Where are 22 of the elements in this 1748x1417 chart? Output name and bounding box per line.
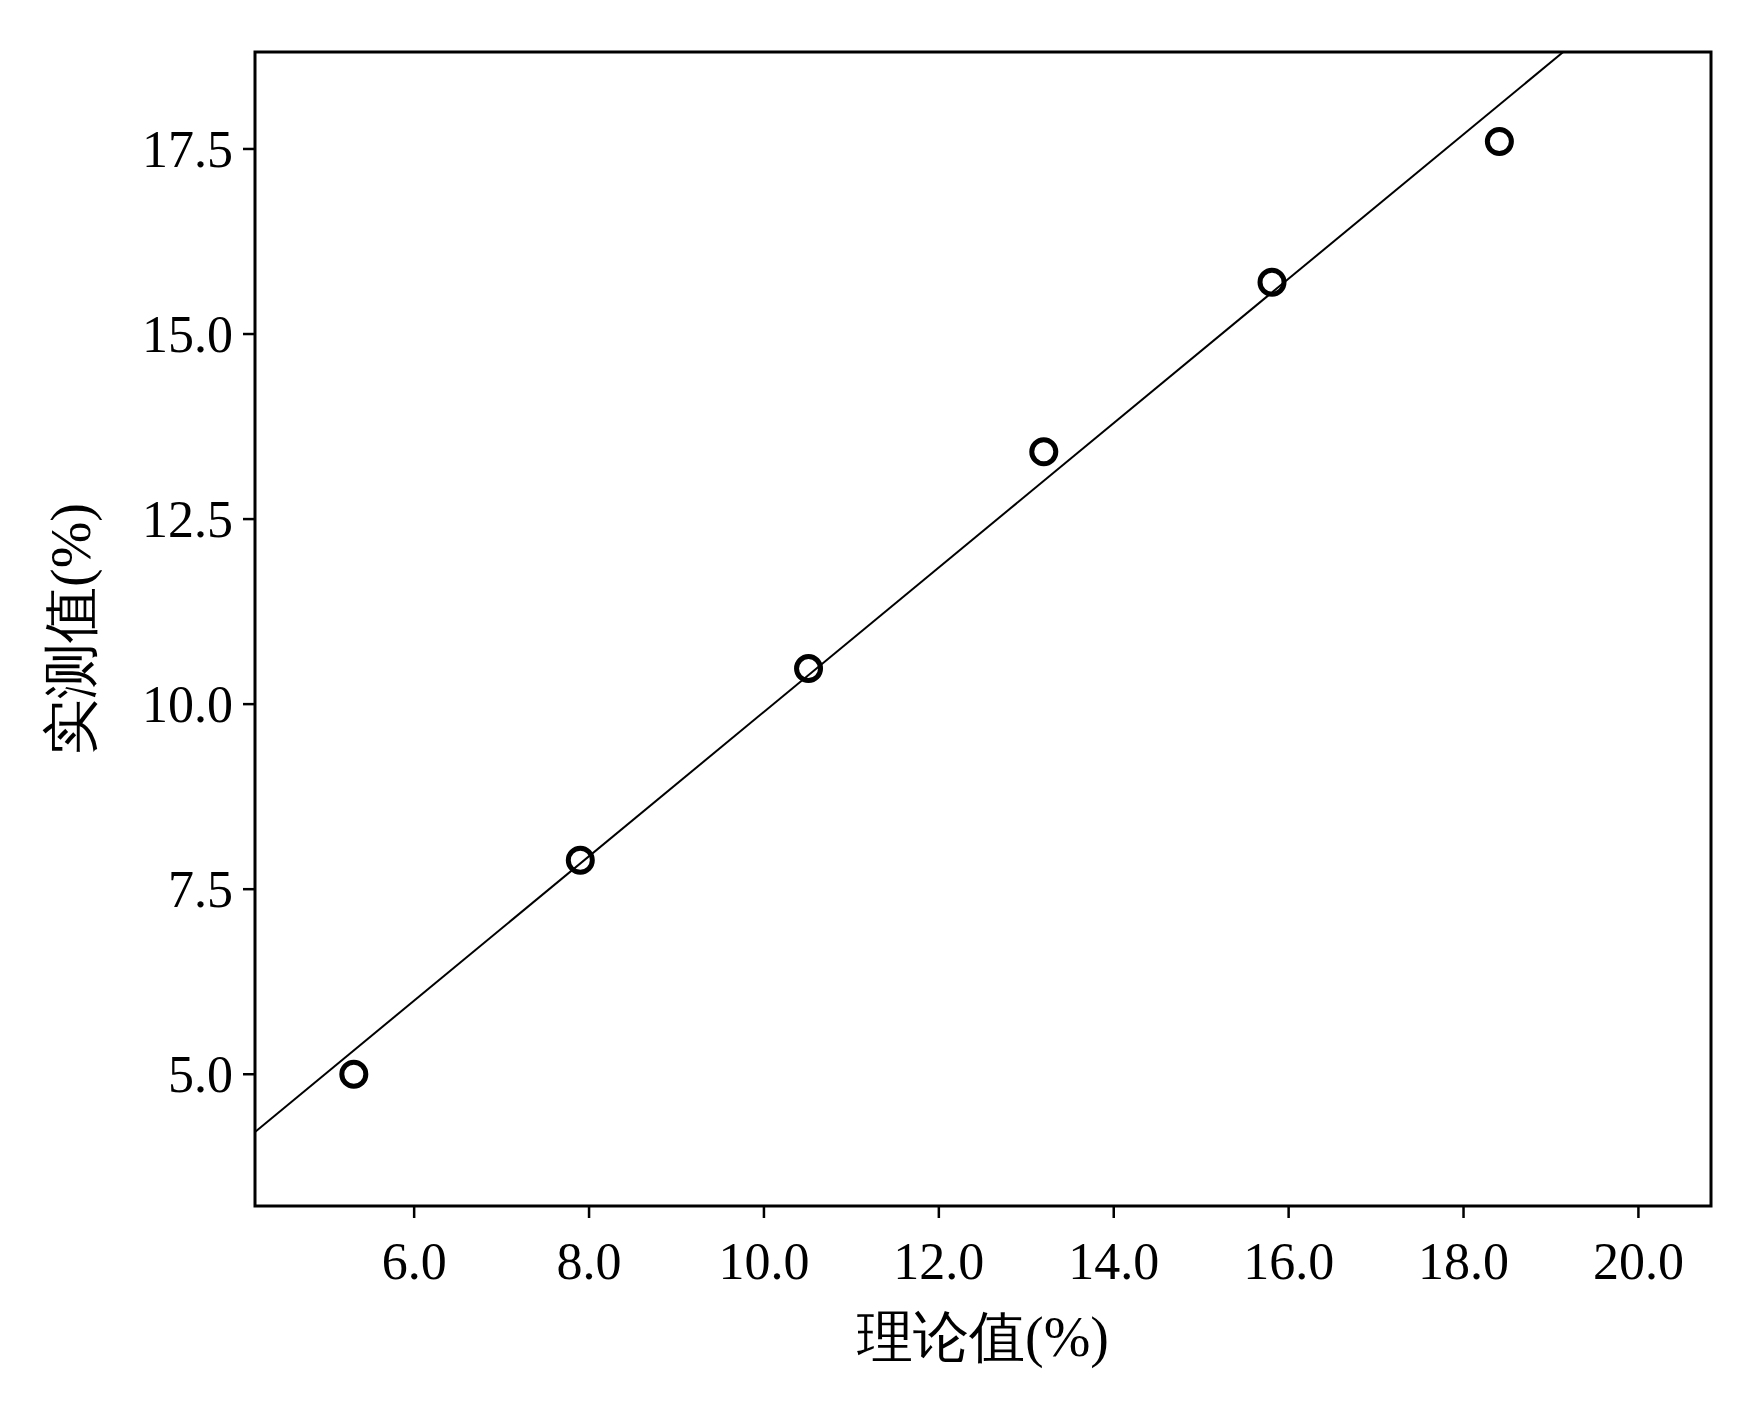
x-tick-label: 20.0 <box>1592 1233 1684 1290</box>
x-tick-label: 18.0 <box>1418 1233 1510 1290</box>
point <box>339 1059 369 1089</box>
y-tick-label: 7.5 <box>168 861 233 919</box>
x-tick-label: 16.0 <box>1243 1233 1335 1290</box>
y-tick-label: 17.5 <box>142 120 233 178</box>
x-axis-title: 理论值(%) <box>857 1306 1109 1369</box>
y-axis-title: 实测值(%) <box>40 503 103 755</box>
x-tick-label: 10.0 <box>718 1233 810 1290</box>
y-tick-label: 10.0 <box>142 676 233 734</box>
y-tick-label: 15.0 <box>142 306 233 364</box>
x-tick-label: 12.0 <box>893 1233 985 1290</box>
x-tick-label: 14.0 <box>1068 1233 1160 1290</box>
point <box>565 845 595 875</box>
point <box>1484 127 1514 157</box>
point <box>794 654 824 684</box>
point <box>1257 267 1287 297</box>
y-tick-label: 12.5 <box>142 491 233 549</box>
x-tick-label: 8.0 <box>556 1233 622 1290</box>
point <box>1029 437 1059 467</box>
y-tick-label: 5.0 <box>168 1046 233 1104</box>
x-tick-label: 6.0 <box>381 1233 447 1290</box>
